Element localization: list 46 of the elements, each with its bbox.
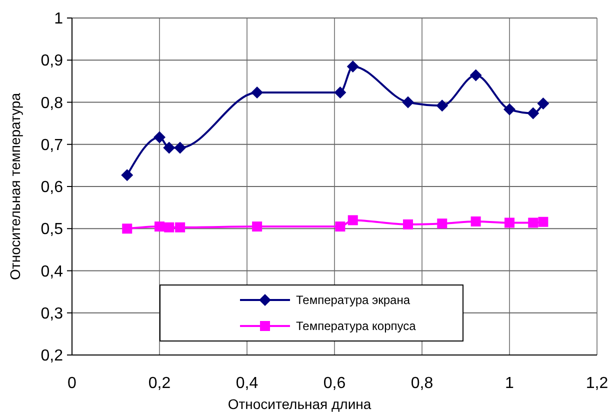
- y-tick-label: 0,6: [40, 179, 64, 196]
- point: [163, 142, 176, 154]
- point: [154, 131, 166, 144]
- point: [154, 222, 164, 232]
- point: [122, 224, 132, 234]
- x-tick-label: 0,4: [236, 375, 258, 392]
- legend-label: Температура корпуса: [296, 319, 416, 334]
- y-tick-label: 0,5: [40, 221, 64, 238]
- point: [470, 216, 481, 226]
- point: [470, 69, 482, 82]
- point: [175, 222, 186, 232]
- point: [538, 216, 548, 227]
- x-tick-label: 0: [68, 375, 77, 392]
- y-tick-label: 0,3: [40, 305, 64, 322]
- x-tick-label: 1,2: [586, 375, 608, 392]
- x-axis-title: Относительная длина: [228, 396, 372, 412]
- y-tick-label: 0,4: [40, 263, 64, 280]
- point: [334, 86, 346, 99]
- point: [121, 169, 134, 182]
- point: [437, 218, 448, 229]
- point: [164, 222, 174, 232]
- point: [527, 107, 540, 120]
- point: [537, 98, 550, 110]
- x-tick-label: 0,8: [410, 375, 434, 392]
- point: [436, 100, 448, 112]
- y-tick-label: 1: [54, 10, 64, 28]
- point: [403, 219, 413, 230]
- point: [251, 86, 264, 99]
- point: [504, 103, 516, 116]
- y-axis-title: Относительная температура: [7, 92, 23, 280]
- point: [528, 218, 538, 228]
- point: [174, 142, 186, 154]
- point: [402, 96, 414, 108]
- x-tick-label: 0,2: [148, 375, 171, 392]
- y-tick-label: 0,2: [40, 348, 64, 365]
- point: [348, 215, 358, 226]
- legend-label: Температура экрана: [296, 293, 410, 308]
- point: [346, 60, 359, 72]
- point: [252, 222, 262, 232]
- y-tick-label: 0,9: [40, 52, 64, 70]
- y-tick-label: 0,7: [40, 136, 64, 154]
- y-tick-label: 0,8: [40, 94, 64, 112]
- x-tick-label: 0,6: [323, 375, 346, 392]
- point: [335, 222, 346, 232]
- point: [504, 218, 514, 228]
- x-tick-label: 1: [505, 375, 514, 392]
